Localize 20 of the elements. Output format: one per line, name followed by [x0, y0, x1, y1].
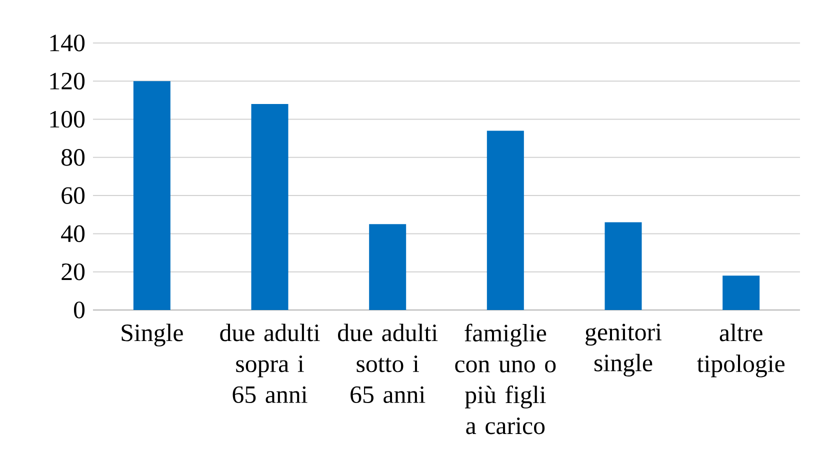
y-tick-label: 60 — [62, 187, 85, 204]
y-tick-label: 120 — [50, 72, 85, 90]
x-tick-label: due adulti sotto i 65 anni — [338, 324, 438, 404]
bar — [486, 130, 524, 310]
y-tick-label: 0 — [74, 302, 85, 318]
y-tick-label: 40 — [61, 225, 85, 242]
y-tick-label: 100 — [50, 110, 85, 128]
y-tick-label: 20 — [62, 263, 85, 280]
x-tick-label: altre tipologie — [697, 324, 785, 378]
x-tick-label: due adulti sopra i 65 anni — [220, 324, 320, 404]
bar — [722, 276, 760, 310]
bar — [133, 81, 170, 310]
y-tick-label: 80 — [62, 149, 85, 166]
bar — [369, 224, 406, 310]
x-tick-label: famiglie con uno o più figli a carico — [455, 324, 556, 434]
bar — [604, 222, 642, 310]
x-tick-label: Single — [122, 324, 183, 346]
bar — [251, 104, 288, 310]
y-tick-label: 140 — [50, 34, 85, 52]
x-tick-label: genitori single — [586, 324, 662, 377]
